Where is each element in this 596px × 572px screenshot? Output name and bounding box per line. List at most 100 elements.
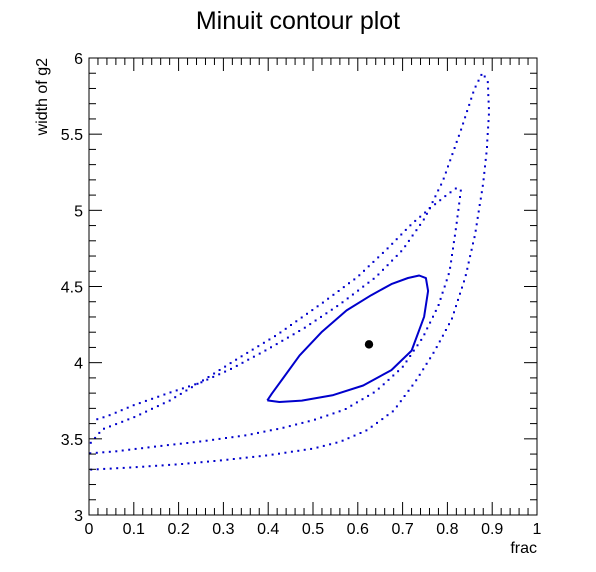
contour-point	[386, 247, 389, 250]
contour-point	[141, 447, 144, 450]
contour-point	[449, 191, 452, 194]
contour-point	[405, 360, 408, 363]
contour-point	[460, 128, 463, 131]
contour-point	[351, 293, 354, 296]
contour-point	[415, 229, 418, 232]
contour-point	[382, 268, 384, 271]
contour-point	[196, 382, 199, 385]
contour-point	[278, 452, 280, 455]
contour-point	[482, 178, 485, 181]
contour-point	[181, 387, 184, 390]
contour-point	[452, 241, 455, 244]
contour-dots-2	[89, 187, 462, 455]
contour-point	[244, 434, 247, 437]
contour-point	[453, 311, 455, 314]
contour-point	[322, 444, 325, 447]
contour-point	[450, 260, 453, 263]
contour-point	[363, 269, 365, 272]
contour-point	[458, 202, 461, 205]
contour-point	[376, 421, 378, 424]
contour-point	[353, 434, 356, 437]
x-tick-label: 0.1	[123, 521, 145, 538]
contour-point	[431, 201, 434, 204]
contour-point	[468, 103, 471, 106]
contour-point	[134, 447, 137, 450]
contour-point	[438, 340, 441, 343]
contour-point	[175, 389, 178, 392]
contour-point	[96, 468, 99, 471]
contour-point	[481, 184, 484, 187]
contour-point	[108, 414, 111, 417]
contour-point	[89, 441, 92, 444]
contour-point	[156, 405, 159, 408]
contour-point	[353, 278, 356, 281]
contour-point	[466, 110, 469, 113]
contour-point	[336, 305, 339, 308]
contour-point	[303, 326, 306, 329]
contour-point	[309, 323, 312, 326]
contour-point	[295, 320, 298, 323]
x-axis-label: frac	[510, 540, 537, 557]
contour-point	[347, 437, 350, 440]
contour-point	[257, 345, 260, 348]
contour-point	[274, 335, 276, 338]
contour-point	[325, 312, 328, 315]
contour-point	[190, 386, 193, 389]
contour-point	[386, 264, 389, 267]
contour-point	[108, 450, 111, 453]
contour-point	[422, 368, 425, 371]
contour-point	[109, 467, 112, 470]
contour-point	[346, 297, 349, 300]
contour-point	[185, 389, 188, 392]
contour-point	[169, 391, 172, 394]
contour-point	[355, 401, 358, 404]
contour-point	[444, 329, 447, 331]
contour-point	[219, 459, 222, 462]
contour-point	[479, 197, 482, 200]
contour-point	[300, 316, 303, 319]
contour-point	[361, 398, 364, 401]
contour-point	[419, 223, 422, 226]
contour-point	[480, 191, 483, 194]
contour-point	[391, 410, 394, 413]
contour-point	[342, 286, 345, 289]
contour-point	[335, 441, 338, 444]
contour-point	[453, 234, 456, 237]
contour-point	[358, 274, 361, 277]
plot-frame	[88, 57, 538, 516]
contour-point	[395, 405, 398, 408]
contour-point	[179, 392, 182, 395]
contour-point	[121, 449, 124, 452]
contour-point	[218, 373, 221, 376]
contour-point	[400, 233, 403, 236]
contour-point	[154, 445, 156, 448]
contour-point	[199, 440, 202, 443]
contour-point	[114, 411, 117, 414]
contour-point	[357, 289, 360, 292]
contour-point	[284, 327, 287, 330]
contour-point	[224, 365, 227, 368]
contour-point	[459, 292, 461, 295]
contour-point	[250, 433, 253, 436]
contour-point	[235, 358, 238, 361]
contour-point	[426, 327, 429, 330]
x-tick-label: 0.4	[257, 521, 279, 538]
contour-point	[367, 281, 370, 284]
contour-point	[429, 357, 432, 360]
contour-point	[155, 464, 158, 467]
contour-point	[454, 228, 457, 231]
contour-point	[409, 355, 412, 357]
contour-point	[370, 425, 373, 428]
contour-point	[212, 438, 215, 441]
contour-point	[332, 293, 335, 296]
contour-point	[399, 400, 402, 403]
contour-point	[284, 451, 287, 454]
y-tick-label: 3	[74, 508, 83, 525]
contour-point	[320, 315, 322, 318]
contour-point	[316, 446, 319, 449]
contour-point	[447, 165, 449, 168]
contour-point	[464, 116, 467, 119]
contour-point	[138, 402, 141, 405]
contour-point	[429, 321, 432, 324]
contour-point	[487, 100, 490, 103]
